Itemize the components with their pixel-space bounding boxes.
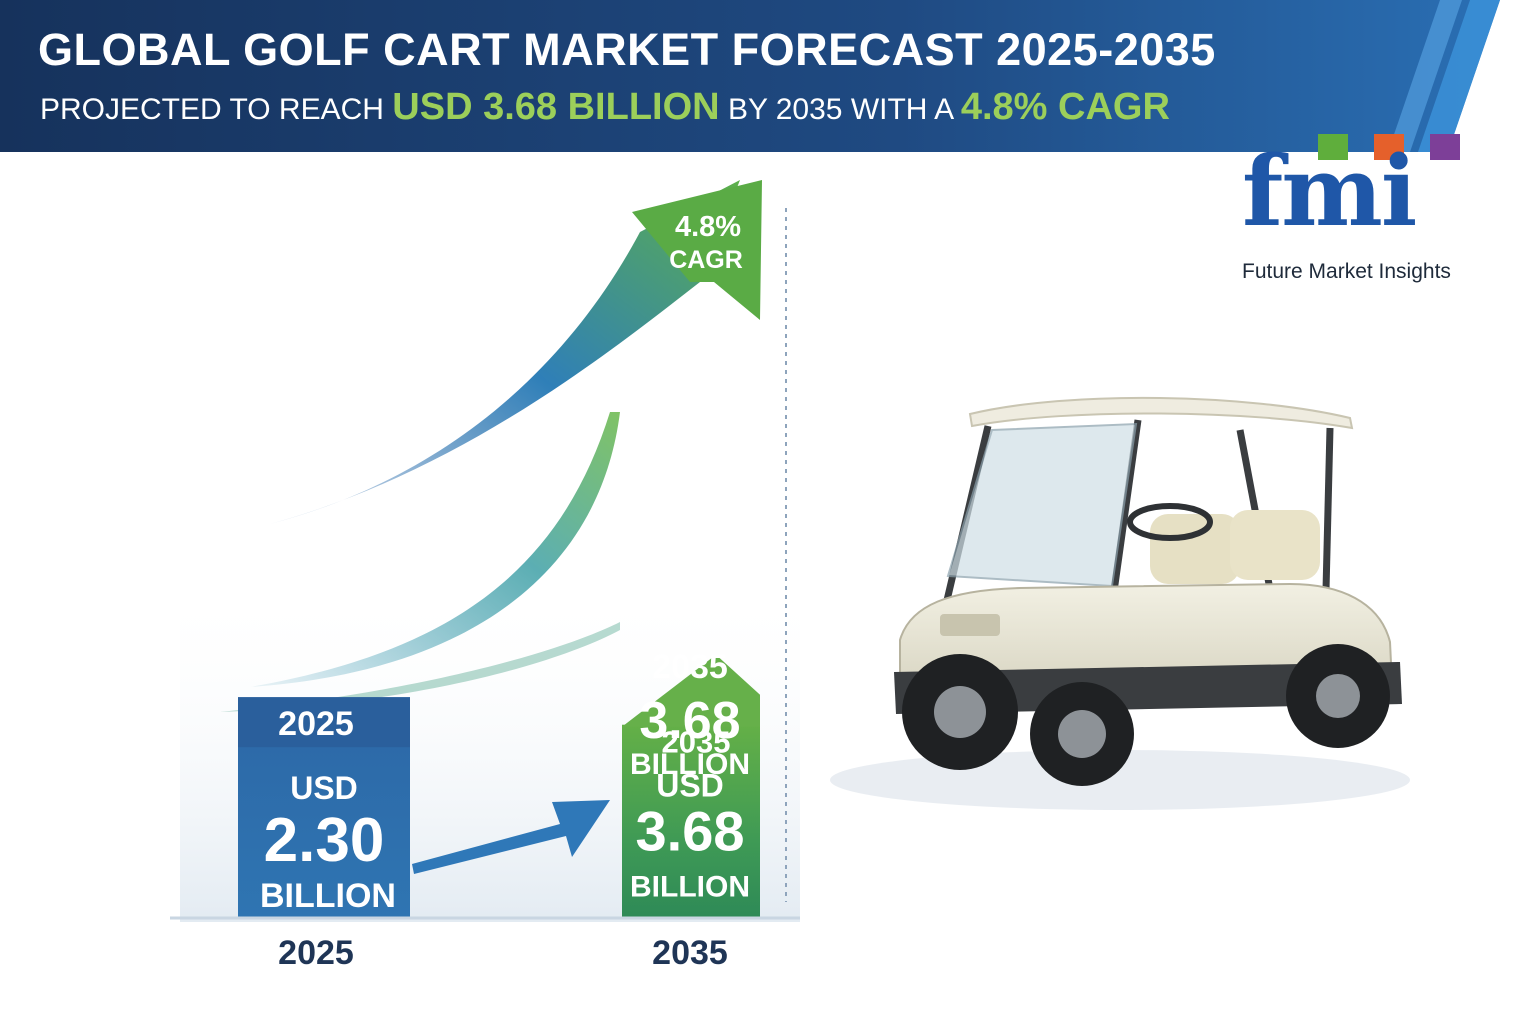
flag-americas-icon (1318, 134, 1348, 160)
logo-wordmark: fmi (1242, 135, 1417, 248)
growth-arrow (412, 800, 610, 874)
forecast-chart: 4.8% CAGR 2025 USD 2.30 BILLION 2035 USD… (170, 180, 800, 972)
flag-asia-icon (1430, 134, 1460, 160)
bar-2035-unit-label: BILLION (630, 871, 750, 904)
bar-2025-year-label: 2025 (278, 705, 354, 743)
golf-cart-illustration (830, 396, 1410, 810)
header-banner: GLOBAL GOLF CART MARKET FORECAST 2025-20… (0, 0, 1536, 152)
x-tick-2025: 2025 (278, 934, 354, 972)
bar-2035-currency-label: USD (656, 768, 724, 804)
bar-2035-secondary-unit-label: BILLION (630, 748, 750, 781)
bar-2035-arrowhead (622, 654, 760, 727)
banner-background (0, 0, 1500, 152)
cagr-value-label: 4.8% (675, 211, 741, 243)
fmi-logo: fmi Future Market Insights (1236, 128, 1486, 288)
bar-2035 (622, 724, 760, 918)
subtitle-prefix: PROJECTED TO REACH (40, 93, 384, 126)
cagr-arrow (632, 180, 762, 320)
page-subtitle: PROJECTED TO REACH USD 3.68 BILLION BY 2… (40, 86, 1170, 129)
subtitle-cagr: 4.8% CAGR (960, 86, 1170, 128)
bar-2025-year-cap (238, 697, 410, 748)
bar-2025-currency-label: USD (290, 770, 358, 806)
bar-2025-value-label: 2.30 (264, 806, 385, 875)
flag-europe-icon (1374, 134, 1404, 160)
bar-2035-year-label: 2035 (662, 725, 731, 760)
growth-swoosh-middle (250, 412, 620, 687)
bar-2025-unit-label: BILLION (260, 877, 396, 915)
logo-company-name: Future Market Insights (1242, 260, 1451, 283)
subtitle-middle: BY 2035 WITH A (727, 93, 953, 126)
page-title: GLOBAL GOLF CART MARKET FORECAST 2025-20… (38, 24, 1216, 75)
cagr-text-label: CAGR (669, 246, 743, 274)
bar-2035-secondary-year-label: 2035 (652, 648, 728, 686)
subtitle-value: USD 3.68 BILLION (392, 86, 720, 128)
growth-swoosh-upper (270, 180, 740, 524)
bar-2035-secondary-value-label: 3.68 (639, 692, 740, 750)
x-tick-2035: 2035 (652, 934, 728, 972)
bar-2035-value-label: 3.68 (636, 800, 745, 863)
